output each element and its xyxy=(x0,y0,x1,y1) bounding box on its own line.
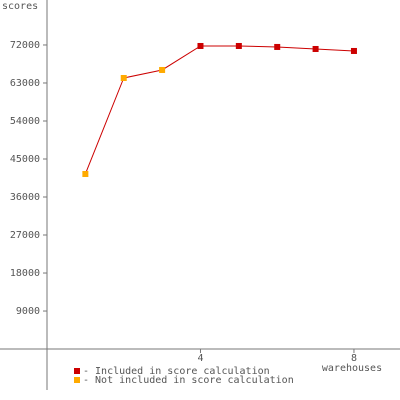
legend-label: - Included in score calculation xyxy=(83,366,270,377)
data-point xyxy=(159,66,166,73)
data-point xyxy=(197,42,204,49)
x-tick-label: 8 xyxy=(351,353,357,364)
y-tick-label: 36000 xyxy=(10,192,40,203)
y-tick-label: 72000 xyxy=(10,40,40,51)
data-point xyxy=(274,43,281,50)
data-point xyxy=(120,75,127,81)
y-tick-label: 9000 xyxy=(16,306,40,317)
data-point xyxy=(235,42,242,49)
legend-swatch xyxy=(74,377,80,383)
y-tick-label: 54000 xyxy=(10,116,40,127)
y-tick-label: 63000 xyxy=(10,78,40,89)
y-tick-label: 45000 xyxy=(10,154,40,165)
x-tick-label: 4 xyxy=(197,353,203,364)
y-axis-label: scores xyxy=(2,1,38,12)
data-point xyxy=(82,170,89,177)
data-point xyxy=(312,45,319,52)
y-tick-label: 18000 xyxy=(10,268,40,279)
legend-swatch xyxy=(74,368,80,374)
legend-label: - Not included in score calculation xyxy=(83,375,294,386)
y-tick-label: 27000 xyxy=(10,230,40,241)
data-point xyxy=(350,47,357,54)
x-axis-label: warehouses xyxy=(322,363,382,374)
score-line xyxy=(84,45,354,175)
